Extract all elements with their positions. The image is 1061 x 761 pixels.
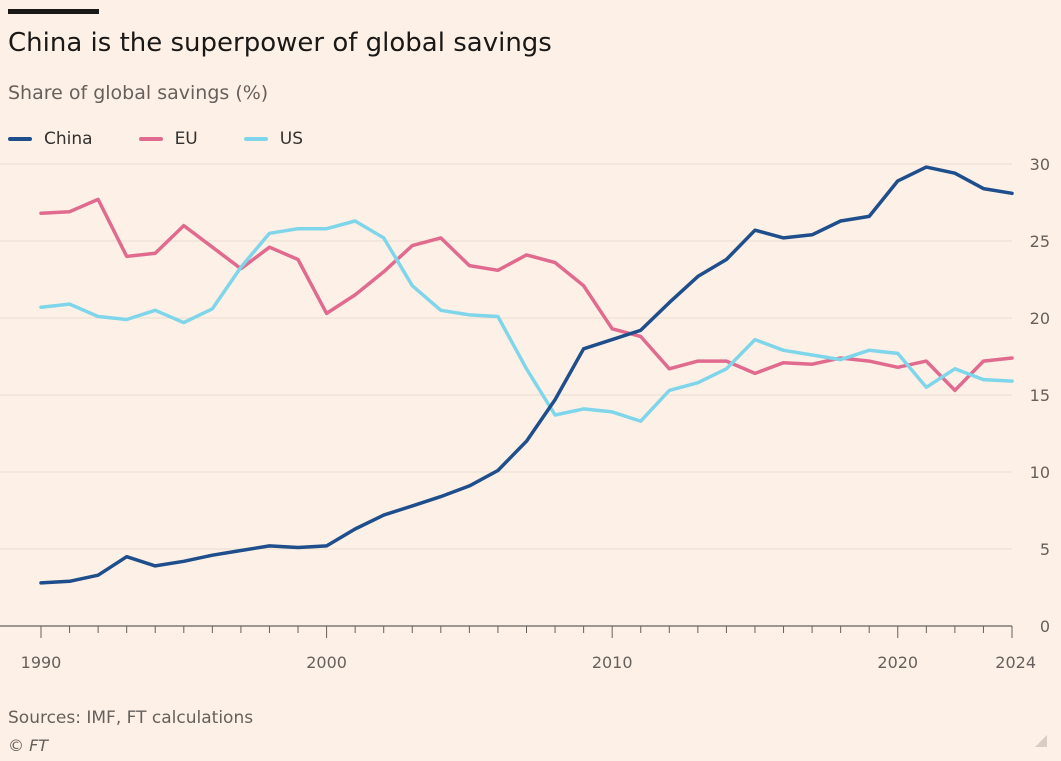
x-tick-label: 2010 [592, 653, 633, 672]
legend-label-us: US [279, 129, 303, 149]
x-tick-label: 1990 [21, 653, 62, 672]
legend-swatch-china [8, 137, 32, 141]
x-axis: 1990 2000 2010 2020 2024 [21, 626, 1036, 672]
y-tick-label: 25 [1030, 232, 1050, 251]
chart-subtitle: Share of global savings (%) [8, 82, 269, 104]
series-line-us [39, 219, 1014, 423]
legend-label-china: China [44, 129, 93, 149]
y-tick-label: 0 [1040, 617, 1050, 636]
legend-swatch-eu [138, 137, 163, 141]
copyright-note: © FT [8, 736, 49, 755]
brand-top-bar [8, 9, 99, 14]
chart-legend: China EU US [8, 127, 349, 151]
y-tick-label: 15 [1030, 386, 1050, 405]
y-tick-label: 20 [1030, 309, 1050, 328]
x-tick-label: 2000 [306, 653, 347, 672]
chart-title: China is the superpower of global saving… [8, 28, 552, 58]
resize-grip-icon [1035, 735, 1047, 747]
y-tick-label: 30 [1030, 155, 1050, 174]
legend-item-china: China [8, 129, 93, 149]
x-tick-label: 2020 [877, 653, 918, 672]
legend-label-eu: EU [174, 129, 198, 149]
series-line-china [39, 165, 1014, 585]
series-line-eu [39, 197, 1014, 393]
y-tick-label: 5 [1040, 540, 1050, 559]
legend-swatch-us [243, 137, 268, 141]
series-lines [39, 165, 1014, 585]
x-tick-label: 2024 [995, 653, 1036, 672]
legend-item-us: US [243, 129, 303, 149]
source-note: Sources: IMF, FT calculations [8, 708, 254, 728]
legend-item-eu: EU [138, 129, 198, 149]
y-tick-label: 10 [1030, 463, 1050, 482]
